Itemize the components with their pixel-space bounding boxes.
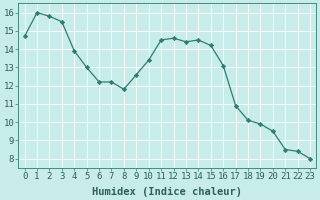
X-axis label: Humidex (Indice chaleur): Humidex (Indice chaleur) [92,186,242,197]
